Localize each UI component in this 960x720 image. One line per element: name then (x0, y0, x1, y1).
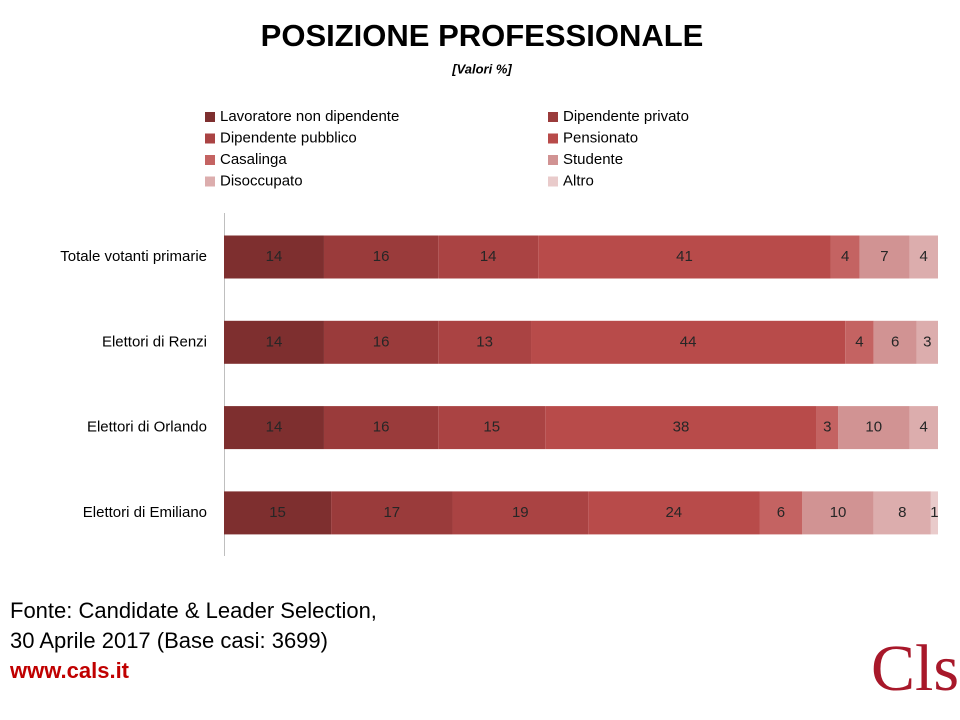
source-url: www.cals.it (9, 658, 130, 683)
data-label: 41 (676, 248, 693, 265)
bar-segment (224, 491, 332, 535)
chart-title: POSIZIONE PROFESSIONALE (261, 18, 704, 53)
bar-segment (438, 235, 539, 279)
legend-label: Lavoratore non dipendente (220, 108, 399, 125)
data-label: 14 (266, 333, 283, 350)
data-label: 4 (920, 419, 928, 436)
data-label: 4 (920, 248, 928, 265)
data-label: 24 (665, 504, 682, 521)
bar-segment (224, 406, 324, 450)
bar-segment (531, 320, 846, 364)
data-label: 16 (373, 248, 390, 265)
data-label: 19 (512, 504, 529, 521)
data-label: 3 (923, 333, 931, 350)
data-label: 4 (841, 248, 849, 265)
data-label: 17 (383, 504, 400, 521)
data-label: 16 (373, 419, 390, 436)
bar-segment (331, 491, 453, 535)
bar-segment (588, 491, 760, 535)
legend-swatch (205, 133, 215, 144)
bar-segment (323, 406, 439, 450)
data-label: 3 (823, 419, 831, 436)
bar-segment (838, 406, 910, 450)
data-label: 14 (480, 248, 497, 265)
data-label: 1 (930, 504, 938, 521)
bar-segment (452, 491, 589, 535)
data-label: 14 (266, 248, 283, 265)
bar-segment (830, 235, 860, 279)
bar-segment (438, 320, 532, 364)
bar-segment (438, 406, 546, 450)
data-label: 13 (476, 333, 493, 350)
legend-swatch (548, 112, 558, 122)
source-line: 30 Aprile 2017 (Base casi: 3699) (10, 628, 328, 653)
bar-segment (224, 320, 324, 364)
legend-swatch (205, 112, 215, 122)
source-line: Fonte: Candidate & Leader Selection, (10, 598, 377, 623)
logo: Cls (871, 632, 959, 705)
legend-swatch (548, 133, 558, 144)
chart-subtitle: [Valori %] (451, 61, 512, 76)
bar-segment (859, 235, 910, 279)
legend-label: Pensionato (563, 129, 638, 146)
y-tick-label: Elettori di Orlando (87, 419, 207, 436)
bar-segment (538, 235, 831, 279)
data-label: 10 (865, 419, 882, 436)
data-label: 14 (266, 419, 283, 436)
data-label: 38 (673, 419, 690, 436)
bar-segment (909, 406, 938, 450)
legend-label: Dipendente privato (563, 108, 689, 125)
legend-swatch (205, 155, 215, 165)
data-label: 6 (891, 333, 899, 350)
legend-swatch (205, 176, 215, 187)
data-label: 8 (898, 504, 906, 521)
bar-segment (916, 320, 938, 364)
bar-segment (759, 491, 803, 535)
bar-segment (873, 320, 917, 364)
data-label: 16 (373, 333, 390, 350)
y-tick-label: Elettori di Renzi (102, 333, 207, 350)
bar-segment (873, 491, 931, 535)
bar-segment (802, 491, 874, 535)
bar-segment (816, 406, 839, 450)
data-label: 10 (830, 504, 847, 521)
y-tick-label: Totale votanti primarie (60, 248, 207, 265)
legend-label: Disoccupato (220, 172, 303, 189)
bar-segment (845, 320, 874, 364)
data-label: 44 (680, 333, 697, 350)
bar-segment (909, 235, 938, 279)
bar-segment (323, 235, 439, 279)
data-label: 4 (855, 333, 863, 350)
data-label: 15 (483, 419, 500, 436)
legend-label: Altro (563, 172, 594, 189)
bar-segment (323, 320, 439, 364)
legend-swatch (548, 176, 558, 187)
legend-label: Dipendente pubblico (220, 129, 357, 146)
legend-swatch (548, 155, 558, 165)
legend-label: Casalinga (220, 151, 287, 168)
data-label: 7 (880, 248, 888, 265)
data-label: 6 (777, 504, 785, 521)
legend-label: Studente (563, 151, 623, 168)
bar-segment (224, 235, 324, 279)
bar-segment (545, 406, 817, 450)
data-label: 15 (269, 504, 286, 521)
bar-segment (930, 491, 938, 535)
y-tick-label: Elettori di Emiliano (83, 504, 207, 521)
